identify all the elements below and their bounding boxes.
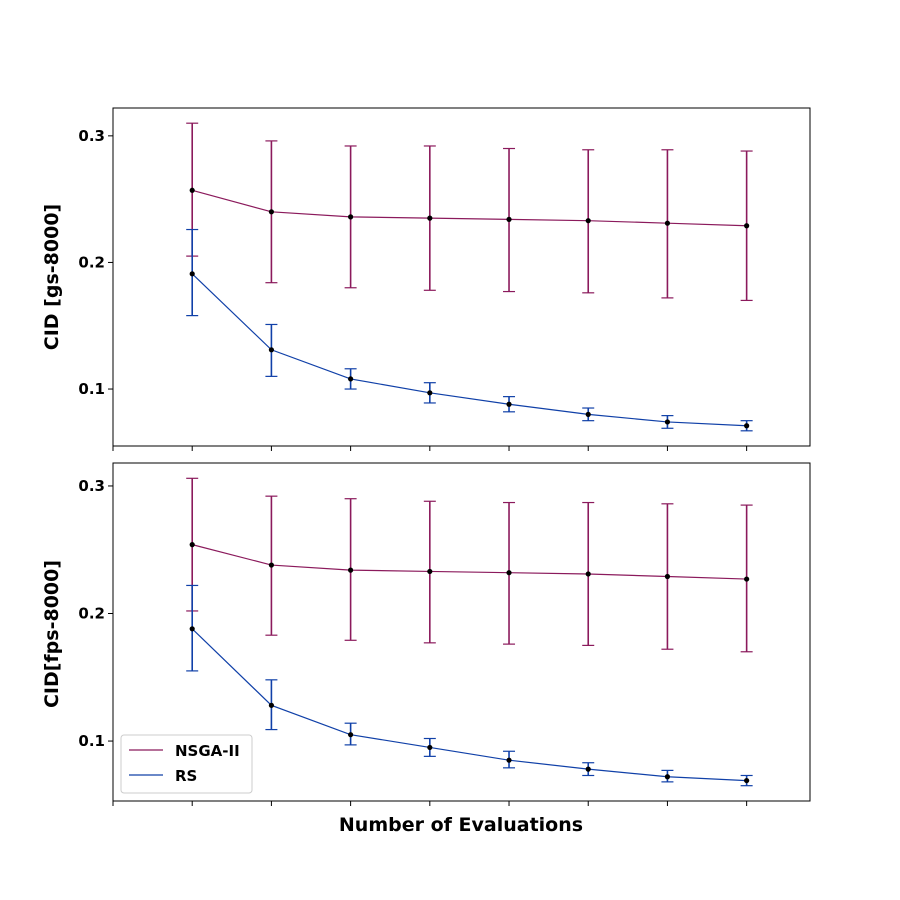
- bottom-panel-rs-point: [585, 766, 591, 772]
- top-panel: 0.1 0.2 0.3 CID [gs-8000]: [41, 107, 811, 451]
- top-panel-rs-point: [585, 411, 591, 417]
- bottom-panel-ytick-label: 0.3: [78, 477, 105, 495]
- bottom-panel-rs-point: [348, 732, 354, 738]
- bottom-panel-rs-point: [506, 757, 512, 763]
- bottom-panel-ylabel: CID[fps-8000]: [41, 560, 63, 708]
- bottom-panel-nsga-ii-point: [348, 567, 354, 573]
- bottom-panel-nsga-ii-point: [664, 573, 671, 580]
- bottom-panel-ytick-label: 0.2: [78, 605, 105, 623]
- bottom-panel-nsga-ii-line: [192, 544, 747, 580]
- bottom-panel-rs-point: [427, 744, 433, 751]
- top-panel-nsga-ii-line: [192, 189, 747, 227]
- bottom-panel-rs-line: [191, 628, 747, 782]
- bottom-panel-nsga-ii-point: [427, 568, 433, 575]
- bottom-panel-nsga-ii-point: [585, 571, 591, 577]
- bottom-panel-rs-point: [189, 626, 195, 632]
- top-panel-rs-point: [189, 271, 195, 277]
- top-panel-rs-line: [191, 273, 747, 427]
- bottom-panel-ytick-label: 0.1: [78, 732, 105, 750]
- top-panel-rs-point: [744, 423, 750, 429]
- top-panel-frame: [112, 107, 811, 447]
- x-axis-label: Number of Evaluations: [339, 814, 583, 836]
- bottom-panel-nsga-ii-point: [189, 542, 195, 548]
- top-panel-ytick-label: 0.2: [78, 253, 105, 271]
- top-panel-nsga-ii-point: [506, 216, 512, 223]
- bottom-panel-nsga-ii-point: [744, 576, 750, 582]
- top-panel-ylabel: CID [gs-8000]: [41, 204, 63, 350]
- top-panel-ytick-label: 0.1: [78, 380, 105, 398]
- bottom-panel-nsga-ii-point: [506, 570, 512, 576]
- legend-nsga-label: NSGA-II: [175, 742, 240, 760]
- top-panel-rs-point: [268, 347, 275, 353]
- legend: NSGA-II RS: [120, 734, 253, 794]
- top-panel-rs-point: [506, 401, 512, 407]
- bottom-panel-rs-point: [744, 777, 750, 784]
- bottom-panel-plot-area: 0.1 0.2 0.3: [78, 477, 753, 806]
- top-panel-nsga-ii-point: [585, 218, 591, 224]
- bottom-panel-frame: [112, 462, 811, 802]
- bottom-panel-rs-point: [664, 774, 671, 780]
- bottom-panel-nsga-ii-point: [268, 562, 275, 568]
- top-panel-nsga-ii-point: [427, 215, 433, 221]
- top-panel-ytick-label: 0.3: [78, 127, 105, 145]
- bottom-panel: 0.1 0.2 0.3 CID[fps-8000] Number of Evalua…: [41, 462, 811, 836]
- top-panel-nsga-ii-point: [189, 187, 195, 193]
- bottom-panel-rs-point: [268, 702, 275, 708]
- top-panel-rs-point: [348, 376, 354, 382]
- top-panel-nsga-ii-point: [744, 223, 750, 229]
- top-panel-plot-area: 0.1 0.2 0.3: [78, 122, 753, 451]
- top-panel-nsga-ii-point: [348, 214, 354, 220]
- top-panel-rs-point: [427, 390, 433, 396]
- legend-rs-label: RS: [175, 767, 197, 785]
- top-panel-nsga-ii-point: [268, 209, 275, 215]
- top-panel-nsga-ii-point: [664, 220, 671, 226]
- top-panel-rs-point: [664, 419, 671, 425]
